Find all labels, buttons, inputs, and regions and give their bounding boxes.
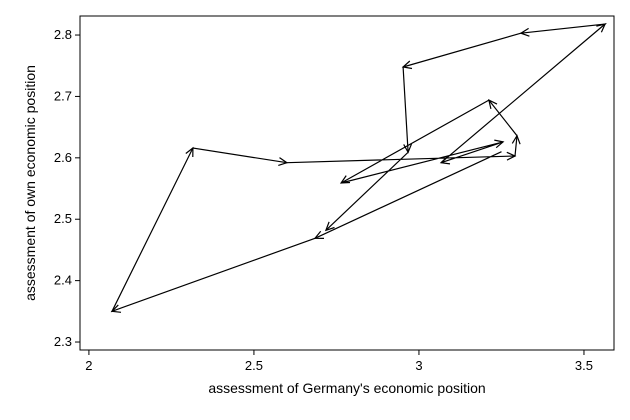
- arrowhead: [488, 99, 498, 110]
- y-tick-label: 2.6: [54, 150, 72, 165]
- line: [110, 23, 607, 313]
- y-tick-label: 2.3: [54, 334, 72, 349]
- y-tick-label: 2.8: [54, 27, 72, 42]
- arrowhead: [506, 151, 517, 161]
- arrowhead: [494, 139, 505, 149]
- y-tick-label: 2.5: [54, 211, 72, 226]
- arrowhead: [313, 230, 325, 239]
- y-tick-label: 2.7: [54, 88, 72, 103]
- x-tick-label: 3: [415, 358, 422, 373]
- arrowhead: [403, 143, 413, 154]
- arrowhead: [185, 146, 194, 158]
- arrowhead: [439, 155, 451, 165]
- arrowhead: [324, 221, 335, 232]
- arrowhead: [339, 175, 351, 184]
- arrowhead: [511, 134, 521, 145]
- arrowhead: [596, 23, 607, 33]
- x-axis-label: assessment of Germany's economic positio…: [208, 380, 485, 396]
- y-tick-label: 2.4: [54, 273, 72, 288]
- x-tick-label: 3.5: [575, 358, 593, 373]
- arrowhead: [401, 60, 413, 70]
- y-axis-label: assessment of own economic position: [22, 65, 38, 301]
- plot-frame: [79, 15, 615, 351]
- arrowhead: [278, 157, 289, 166]
- arrowhead: [519, 27, 530, 37]
- arrowhead: [110, 304, 122, 313]
- x-tick-label: 2: [85, 358, 92, 373]
- x-tick-label: 2.5: [245, 358, 263, 373]
